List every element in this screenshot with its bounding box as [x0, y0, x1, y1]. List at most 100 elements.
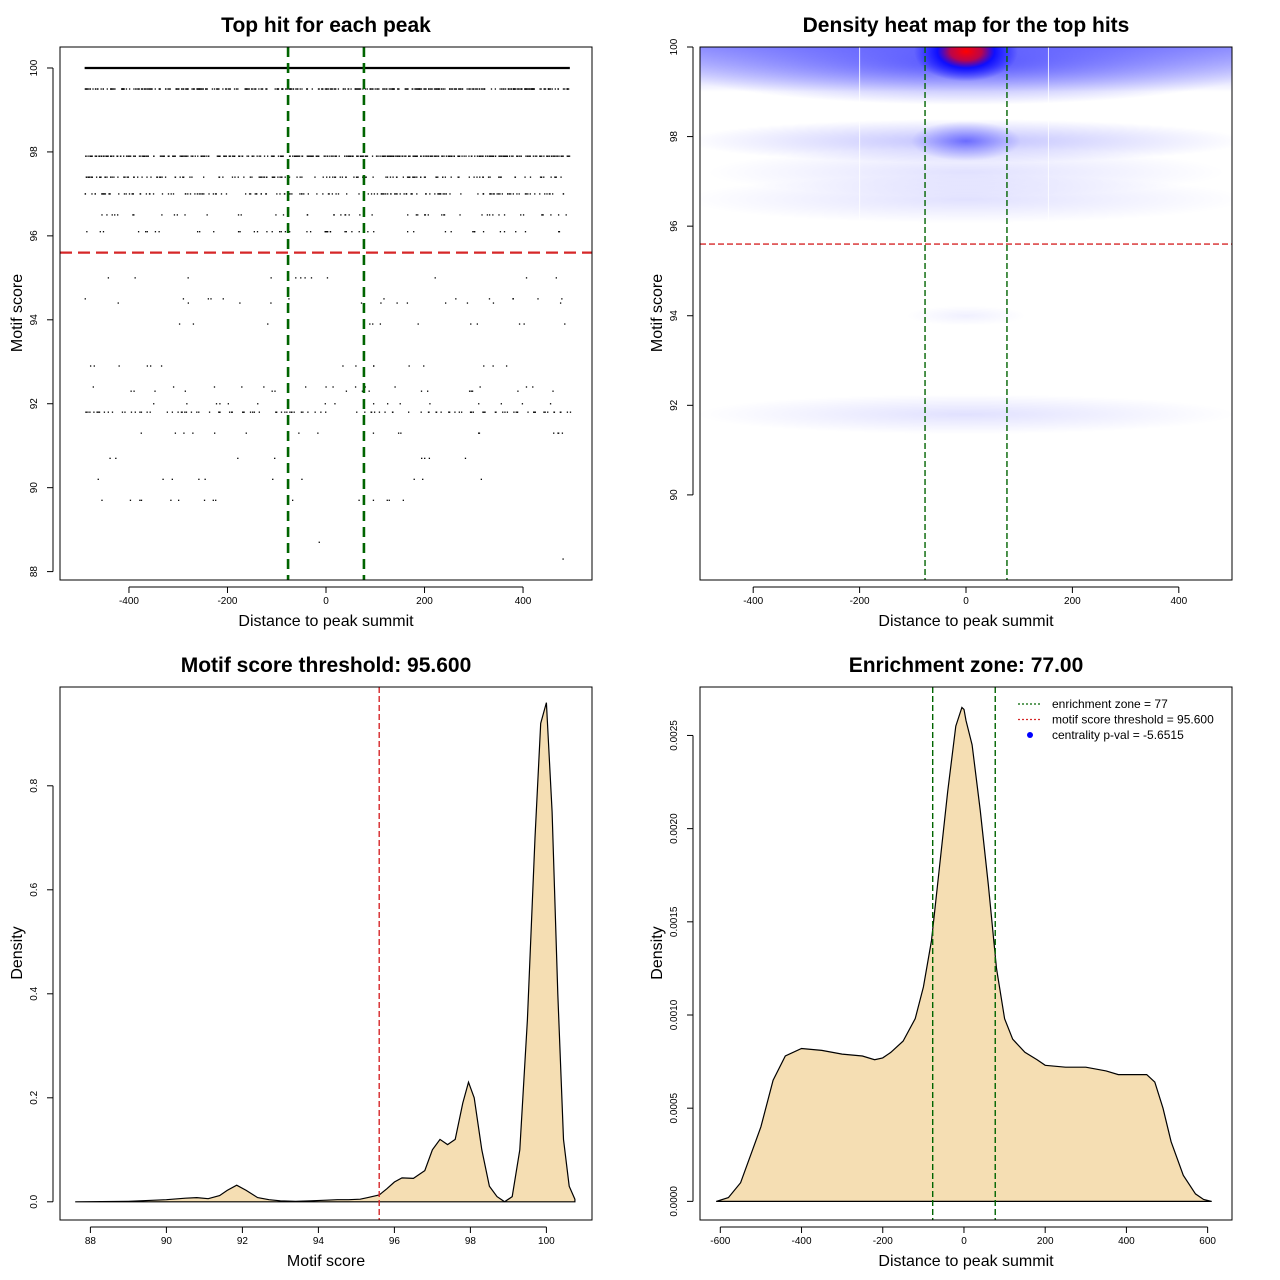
- scatter-point: [256, 193, 258, 195]
- scatter-point: [501, 88, 503, 90]
- scatter-point: [125, 155, 128, 157]
- scatter-point: [543, 155, 545, 157]
- x-tick-label: 200: [1037, 1236, 1054, 1247]
- scatter-point: [214, 193, 217, 195]
- scatter-point: [539, 193, 541, 195]
- scatter-point: [476, 155, 479, 157]
- scatter-point: [424, 214, 426, 216]
- scatter-point: [258, 411, 260, 413]
- scatter-point: [284, 193, 286, 195]
- scatter-point: [314, 176, 316, 178]
- scatter-point: [274, 88, 276, 90]
- scatter-point: [442, 193, 444, 195]
- scatter-point: [250, 88, 253, 90]
- scatter-point: [286, 411, 288, 413]
- scatter-point: [326, 88, 328, 90]
- scatter-point: [299, 176, 301, 178]
- scatter-point: [352, 155, 354, 157]
- scatter-point: [393, 88, 395, 90]
- scatter-point: [301, 155, 304, 157]
- chart-legend: enrichment zone = 77 motif score thresho…: [1018, 697, 1214, 742]
- scatter-point: [347, 155, 349, 157]
- scatter-point: [219, 155, 221, 157]
- scatter-point: [537, 298, 539, 300]
- scatter-point: [338, 155, 340, 157]
- scatter-point: [422, 478, 424, 480]
- scatter-point: [422, 155, 425, 157]
- scatter-point: [396, 88, 399, 90]
- scatter-point: [316, 155, 319, 157]
- scatter-point: [504, 88, 507, 90]
- scatter-point: [372, 323, 374, 325]
- scatter-point: [114, 214, 116, 216]
- scatter-point: [102, 231, 105, 233]
- scatter-point: [237, 176, 239, 178]
- scatter-point: [289, 411, 291, 413]
- scatter-point: [334, 176, 337, 178]
- scatter-point: [103, 411, 106, 413]
- scatter-point: [370, 88, 372, 90]
- scatter-point: [243, 176, 245, 178]
- scatter-point: [397, 432, 400, 434]
- score-density-title: Motif score threshold: 95.600: [181, 654, 472, 677]
- scatter-point: [247, 88, 249, 90]
- scatter-point: [108, 193, 110, 195]
- scatter-point: [444, 231, 447, 233]
- scatter-point: [468, 88, 470, 90]
- scatter-point: [93, 365, 95, 367]
- scatter-point: [414, 176, 416, 178]
- scatter-y-axis-label: Motif score: [9, 274, 26, 352]
- scatter-point: [387, 193, 389, 195]
- scatter-point: [149, 88, 151, 90]
- scatter-point: [449, 88, 451, 90]
- scatter-point: [296, 176, 298, 178]
- scatter-point: [288, 298, 290, 300]
- scatter-point: [186, 403, 188, 405]
- scatter-point: [364, 88, 367, 90]
- scatter-point: [266, 88, 268, 90]
- scatter-point: [423, 365, 425, 367]
- scatter-point: [534, 411, 536, 413]
- scatter-point: [329, 176, 331, 178]
- y-tick-label: 100: [29, 59, 40, 76]
- scatter-point: [261, 88, 264, 90]
- scatter-point: [492, 214, 494, 216]
- scatter-point: [225, 155, 227, 157]
- scatter-point: [202, 155, 204, 157]
- scatter-point: [371, 155, 374, 157]
- scatter-point: [482, 155, 484, 157]
- scatter-point: [476, 176, 478, 178]
- scatter-point: [140, 155, 142, 157]
- scatter-point: [260, 193, 262, 195]
- scatter-point: [489, 176, 491, 178]
- x-tick-label: 0: [323, 596, 329, 607]
- y-tick-label: 0.6: [29, 882, 40, 896]
- scatter-point: [348, 214, 350, 216]
- scatter-point: [213, 231, 215, 233]
- scatter-point: [500, 403, 502, 405]
- scatter-point: [184, 214, 186, 216]
- scatter-point: [477, 193, 479, 195]
- scatter-point: [185, 411, 188, 413]
- scatter-point: [520, 155, 522, 157]
- scatter-point: [373, 193, 376, 195]
- scatter-point: [532, 386, 534, 388]
- scatter-point: [429, 88, 432, 90]
- scatter-point: [258, 155, 260, 157]
- x-tick-label: -400: [119, 596, 139, 607]
- scatter-point: [516, 155, 519, 157]
- scatter-point: [553, 432, 555, 434]
- score-density-x-axis-label: Motif score: [287, 1253, 365, 1270]
- scatter-point: [395, 155, 397, 157]
- scatter-point: [377, 88, 379, 90]
- heatmap-y-axis-label: Motif score: [649, 274, 666, 352]
- scatter-point: [552, 155, 555, 157]
- scatter-point: [174, 176, 177, 178]
- scatter-point: [309, 231, 312, 233]
- x-tick-label: -200: [873, 1236, 893, 1247]
- scatter-point: [100, 88, 102, 90]
- scatter-point: [416, 88, 419, 90]
- scatter-point: [533, 88, 536, 90]
- scatter-point: [224, 88, 227, 90]
- scatter-point: [565, 214, 567, 216]
